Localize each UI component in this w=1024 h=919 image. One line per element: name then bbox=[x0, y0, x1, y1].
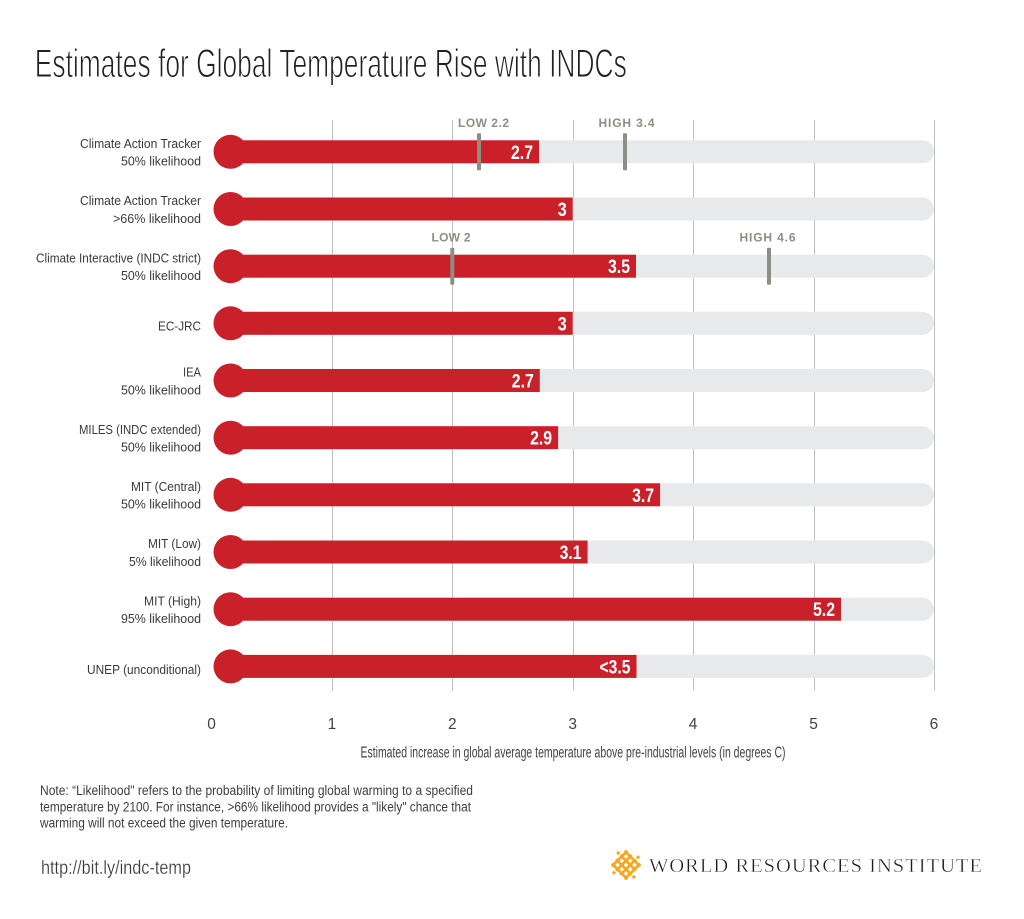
svg-text:EC-JRC: EC-JRC bbox=[158, 319, 201, 334]
svg-text:>66% likelihood: >66% likelihood bbox=[113, 211, 201, 226]
svg-text:0: 0 bbox=[207, 716, 216, 733]
svg-text:5: 5 bbox=[809, 716, 818, 733]
svg-text:2.9: 2.9 bbox=[530, 429, 552, 450]
svg-text:3: 3 bbox=[568, 716, 577, 733]
svg-text:1: 1 bbox=[328, 716, 337, 733]
svg-text:95% likelihood: 95% likelihood bbox=[121, 611, 201, 626]
svg-text:2.7: 2.7 bbox=[512, 372, 534, 393]
svg-text:4: 4 bbox=[689, 716, 698, 733]
svg-text:Note: “Likelihood" refers to t: Note: “Likelihood" refers to the probabi… bbox=[40, 783, 473, 798]
svg-text:5.2: 5.2 bbox=[813, 600, 835, 621]
svg-text:LOW 2.2: LOW 2.2 bbox=[458, 116, 509, 130]
svg-text:warming will not exceed the gi: warming will not exceed the given temper… bbox=[39, 816, 288, 831]
svg-text:3: 3 bbox=[558, 314, 567, 335]
svg-text:2: 2 bbox=[448, 716, 457, 733]
svg-text:Climate Interactive (INDC stri: Climate Interactive (INDC strict) bbox=[36, 250, 201, 265]
svg-text:3.1: 3.1 bbox=[560, 543, 582, 564]
svg-text:3: 3 bbox=[558, 200, 567, 221]
svg-text:HIGH 3.4: HIGH 3.4 bbox=[599, 116, 655, 130]
svg-text:5% likelihood: 5% likelihood bbox=[129, 554, 201, 569]
svg-text:UNEP (unconditional): UNEP (unconditional) bbox=[87, 662, 201, 677]
svg-text:50% likelihood: 50% likelihood bbox=[121, 268, 201, 283]
svg-text:http://bit.ly/indc-temp: http://bit.ly/indc-temp bbox=[41, 857, 191, 879]
svg-text:MIT (Central): MIT (Central) bbox=[131, 479, 201, 494]
svg-text:temperature by 2100. For insta: temperature by 2100. For instance, >66% … bbox=[40, 799, 471, 814]
svg-text:Estimates for Global Temperatu: Estimates for Global Temperature Rise wi… bbox=[35, 42, 627, 86]
svg-text:3.5: 3.5 bbox=[608, 257, 630, 278]
svg-text:Climate Action Tracker: Climate Action Tracker bbox=[80, 193, 202, 208]
svg-text:50% likelihood: 50% likelihood bbox=[121, 440, 201, 455]
svg-text:Climate Action Tracker: Climate Action Tracker bbox=[80, 136, 202, 151]
svg-text:WORLD RESOURCES INSTITUTE: WORLD RESOURCES INSTITUTE bbox=[649, 855, 982, 877]
svg-text:50% likelihood: 50% likelihood bbox=[121, 382, 201, 397]
svg-text:LOW 2: LOW 2 bbox=[432, 230, 471, 244]
svg-text:HIGH 4.6: HIGH 4.6 bbox=[740, 230, 796, 244]
svg-text:MIT (Low): MIT (Low) bbox=[148, 536, 201, 551]
svg-text:2.7: 2.7 bbox=[511, 143, 533, 164]
svg-text:6: 6 bbox=[930, 716, 939, 733]
svg-text:<3.5: <3.5 bbox=[600, 657, 631, 678]
svg-text:Estimated increase in global a: Estimated increase in global average tem… bbox=[361, 745, 786, 762]
svg-text:IEA: IEA bbox=[183, 365, 201, 380]
svg-text:50% likelihood: 50% likelihood bbox=[121, 497, 201, 512]
svg-text:MILES (INDC extended): MILES (INDC extended) bbox=[79, 422, 201, 437]
svg-text:50% likelihood: 50% likelihood bbox=[121, 154, 201, 169]
svg-text:MIT (High): MIT (High) bbox=[144, 593, 201, 608]
svg-text:3.7: 3.7 bbox=[632, 486, 654, 507]
